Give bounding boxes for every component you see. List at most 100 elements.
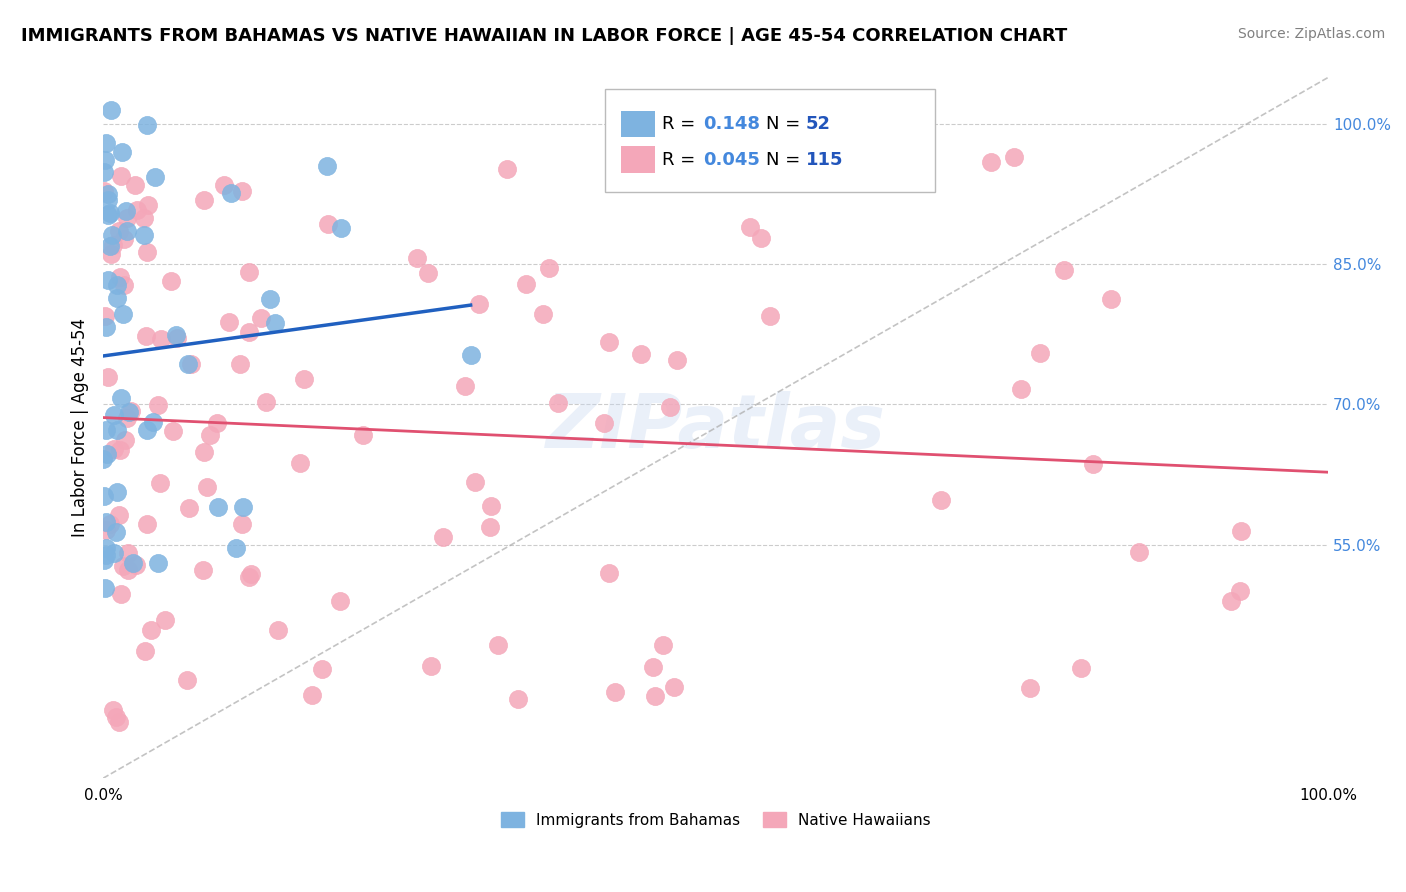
- Point: [93, 153, 115, 167]
- Text: 52: 52: [806, 115, 831, 133]
- Point: [143, 169, 166, 184]
- Point: [980, 155, 1002, 169]
- Point: [105, 278, 128, 293]
- Point: [420, 659, 443, 673]
- Point: [96, 447, 118, 461]
- Point: [531, 307, 554, 321]
- Point: [1229, 584, 1251, 599]
- Point: [316, 159, 339, 173]
- Point: [662, 680, 685, 694]
- Point: [149, 332, 172, 346]
- Point: [288, 456, 311, 470]
- Point: [329, 594, 352, 608]
- Point: [665, 353, 688, 368]
- Point: [135, 516, 157, 531]
- Point: [136, 198, 159, 212]
- Point: [1230, 524, 1253, 538]
- Point: [125, 558, 148, 573]
- Point: [416, 266, 439, 280]
- Point: [432, 531, 454, 545]
- Point: [96, 523, 118, 537]
- Point: [93, 452, 115, 467]
- Point: [180, 357, 202, 371]
- Point: [100, 247, 122, 261]
- Point: [105, 524, 128, 539]
- Point: [101, 228, 124, 243]
- Point: [117, 563, 139, 577]
- Point: [134, 644, 156, 658]
- Point: [135, 244, 157, 259]
- Point: [479, 499, 502, 513]
- Text: 115: 115: [806, 151, 844, 169]
- Point: [191, 563, 214, 577]
- Point: [114, 433, 136, 447]
- Point: [117, 224, 139, 238]
- Point: [1220, 594, 1243, 608]
- Point: [110, 587, 132, 601]
- Point: [515, 277, 537, 291]
- Point: [121, 556, 143, 570]
- Point: [547, 396, 569, 410]
- Point: [479, 520, 502, 534]
- Point: [105, 484, 128, 499]
- Point: [111, 145, 134, 160]
- Point: [96, 548, 118, 562]
- Point: [238, 570, 260, 584]
- Point: [301, 688, 323, 702]
- Point: [103, 546, 125, 560]
- Point: [97, 273, 120, 287]
- Point: [179, 500, 201, 515]
- Text: 0.148: 0.148: [703, 115, 761, 133]
- Point: [98, 516, 121, 531]
- Point: [229, 358, 252, 372]
- Point: [644, 690, 666, 704]
- Point: [738, 220, 761, 235]
- Point: [1099, 292, 1122, 306]
- Point: [98, 239, 121, 253]
- Point: [231, 517, 253, 532]
- Point: [105, 423, 128, 437]
- Point: [259, 293, 281, 307]
- Point: [120, 404, 142, 418]
- Point: [94, 309, 117, 323]
- Point: [198, 427, 221, 442]
- Point: [238, 326, 260, 340]
- Point: [1028, 346, 1050, 360]
- Point: [207, 416, 229, 430]
- Point: [127, 202, 149, 217]
- Point: [508, 691, 530, 706]
- Point: [97, 186, 120, 201]
- Point: [166, 331, 188, 345]
- Point: [311, 662, 333, 676]
- Point: [496, 161, 519, 176]
- Point: [160, 274, 183, 288]
- Point: [218, 315, 240, 329]
- Point: [104, 710, 127, 724]
- Point: [165, 327, 187, 342]
- Point: [1018, 681, 1040, 695]
- Text: R =: R =: [662, 115, 702, 133]
- Point: [267, 623, 290, 637]
- Point: [176, 673, 198, 688]
- Point: [148, 557, 170, 571]
- Point: [219, 186, 242, 200]
- Point: [110, 169, 132, 183]
- Point: [751, 231, 773, 245]
- Point: [207, 500, 229, 514]
- Point: [105, 291, 128, 305]
- Point: [153, 613, 176, 627]
- Point: [598, 334, 620, 349]
- Point: [115, 411, 138, 425]
- Point: [94, 136, 117, 150]
- Point: [250, 311, 273, 326]
- Point: [598, 566, 620, 581]
- Point: [177, 357, 200, 371]
- Point: [231, 185, 253, 199]
- Text: IMMIGRANTS FROM BAHAMAS VS NATIVE HAWAIIAN IN LABOR FORCE | AGE 45-54 CORRELATIO: IMMIGRANTS FROM BAHAMAS VS NATIVE HAWAII…: [21, 27, 1067, 45]
- Point: [232, 500, 254, 514]
- Y-axis label: In Labor Force | Age 45-54: In Labor Force | Age 45-54: [72, 318, 89, 537]
- Point: [94, 581, 117, 595]
- Point: [108, 224, 131, 238]
- Point: [93, 489, 115, 503]
- Point: [193, 444, 215, 458]
